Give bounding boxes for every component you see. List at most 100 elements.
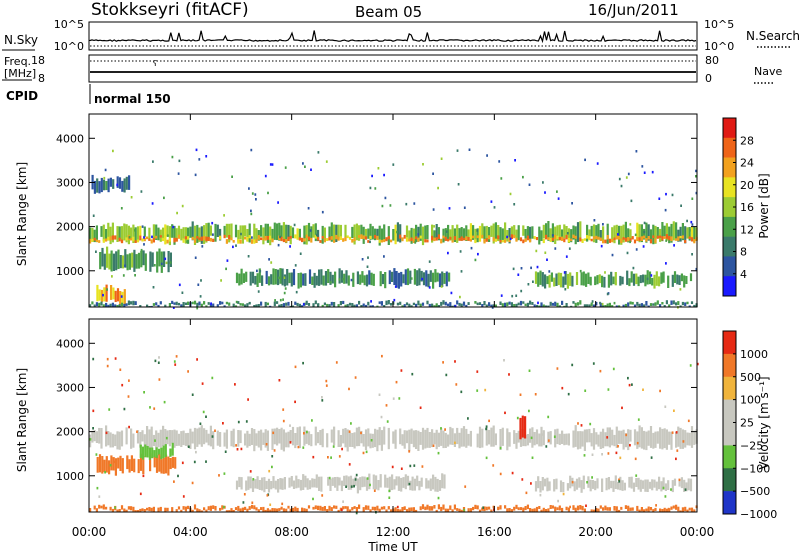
velocity-speck [154, 439, 156, 442]
velocity-cell [221, 505, 224, 510]
power-speck [210, 302, 212, 305]
velocity-cell [554, 506, 557, 512]
power-cell [575, 272, 579, 285]
velocity-cell [434, 476, 437, 492]
power-cell [173, 225, 176, 245]
power-speck [474, 258, 477, 262]
velocity-cell [328, 505, 331, 511]
power-speck [551, 234, 554, 237]
power-cell [419, 235, 422, 239]
velocity-speck [675, 431, 678, 434]
power-speck [421, 277, 424, 281]
power-speck [422, 163, 424, 166]
power-cell [561, 300, 564, 305]
power-cell [131, 252, 134, 268]
power-cell [264, 223, 267, 240]
power-cell [597, 223, 600, 239]
velocity-cell [467, 433, 470, 446]
power-cell [572, 301, 575, 304]
power-cell [162, 227, 165, 240]
velocity-speck [268, 469, 271, 473]
power-cell [272, 268, 275, 285]
power-cell [251, 271, 255, 284]
velocity-cell [513, 430, 516, 444]
velocity-cell [378, 427, 381, 446]
power-cell [588, 229, 591, 241]
velocity-speck [569, 505, 571, 509]
velocity-cell [175, 509, 178, 512]
velocity-cell [624, 433, 627, 448]
velocity-speck [530, 482, 532, 485]
power-cell [219, 235, 222, 240]
power-cell [451, 305, 454, 307]
power-speck [491, 306, 494, 309]
velocity-cell [354, 476, 357, 486]
velocity-cell [458, 432, 461, 449]
power-cell [137, 252, 141, 269]
velocity-cell [541, 477, 544, 491]
power-cell [205, 223, 208, 243]
velocity-cell [323, 506, 326, 511]
velocity-cell [281, 478, 284, 490]
power-cell [681, 301, 684, 306]
velocity-speck [89, 438, 92, 441]
power-cell [556, 302, 559, 307]
power-cell [368, 270, 371, 285]
power-cell [606, 235, 609, 240]
power-cell [639, 275, 642, 284]
power-speck [235, 244, 237, 247]
velocity-cell [646, 479, 649, 492]
velocity-speck [335, 361, 338, 364]
velocity-cell [535, 429, 539, 445]
power-cell [456, 300, 459, 305]
power-cell [331, 274, 334, 284]
power-cell [549, 238, 552, 242]
velocity-cell [663, 428, 666, 449]
power-cell [264, 235, 267, 241]
power-cell [683, 275, 686, 288]
velocity-speck [265, 443, 268, 446]
power-cell [223, 305, 226, 307]
velocity-cell [572, 505, 575, 510]
power-speck [104, 168, 107, 172]
velocity-cell [499, 505, 502, 510]
velocity-speck [251, 501, 254, 504]
velocity-cell [438, 480, 442, 491]
velocity-cell [125, 427, 128, 445]
velocity-cell [391, 474, 394, 491]
power-speck [566, 232, 569, 235]
velocity-cell [589, 479, 592, 492]
power-speck [267, 191, 269, 195]
velocity-cell [361, 476, 364, 488]
power-speck [130, 196, 133, 199]
power-cell [481, 234, 484, 239]
colorbar-swatch [723, 118, 736, 139]
power-cell [380, 239, 383, 243]
velocity-cell [411, 476, 414, 491]
velocity-cell [153, 450, 156, 458]
power-cell [249, 271, 252, 286]
power-cell [485, 225, 488, 242]
power-cell [348, 236, 352, 240]
colorbar-swatch [723, 157, 736, 178]
power-cell [565, 303, 568, 307]
power-cell [478, 235, 482, 239]
power-cell [182, 238, 185, 243]
power-speck [294, 264, 297, 267]
velocity-speck [696, 362, 699, 366]
velocity-cell [399, 428, 402, 445]
velocity-cell [412, 507, 415, 512]
power-cell [230, 237, 233, 241]
velocity-cell [291, 507, 295, 512]
velocity-speck [591, 453, 594, 456]
power-cell [134, 227, 137, 242]
power-cell [519, 300, 523, 306]
power-cell [125, 303, 128, 306]
power-speck [178, 283, 181, 287]
power-speck [414, 241, 417, 244]
power-cell [643, 235, 646, 239]
velocity-speck [629, 444, 631, 447]
power-cell [337, 304, 340, 307]
power-cell [112, 287, 115, 300]
velocity-cell [209, 425, 212, 447]
